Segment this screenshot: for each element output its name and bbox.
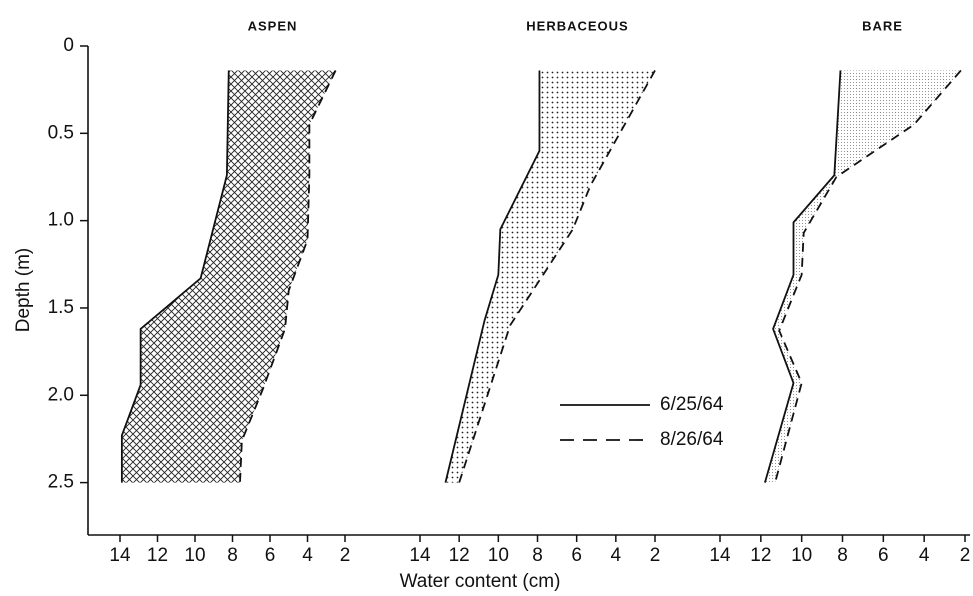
x-tick-label: 14 bbox=[709, 545, 731, 566]
shaded-area bbox=[445, 70, 655, 483]
water-content-line bbox=[239, 70, 337, 483]
panel-title: ASPEN bbox=[248, 18, 298, 33]
x-tick-label: 6 bbox=[265, 545, 276, 566]
x-tick-label: 14 bbox=[109, 545, 131, 566]
water-content-line bbox=[120, 70, 230, 483]
water-content-line bbox=[774, 69, 962, 483]
water-content-line bbox=[444, 70, 541, 483]
x-tick-label: 6 bbox=[878, 545, 889, 566]
y-tick-label: 2.0 bbox=[48, 384, 74, 405]
x-tick-label: 12 bbox=[449, 545, 470, 566]
legend-label: 6/25/64 bbox=[660, 394, 724, 415]
panel-title: HERBACEOUS bbox=[526, 18, 628, 33]
x-tick-label: 4 bbox=[919, 545, 930, 566]
x-tick-label: 12 bbox=[147, 545, 168, 566]
x-tick-label: 8 bbox=[532, 545, 543, 566]
x-tick-label: 8 bbox=[837, 545, 848, 566]
water-content-line bbox=[458, 70, 656, 483]
y-tick-label: 2.5 bbox=[48, 472, 74, 493]
x-tick-label: 4 bbox=[611, 545, 622, 566]
x-tick-label: 8 bbox=[227, 545, 238, 566]
water-content-line bbox=[764, 70, 842, 483]
panel-title: BARE bbox=[862, 18, 903, 33]
shaded-area bbox=[121, 70, 336, 483]
x-tick-label: 14 bbox=[409, 545, 431, 566]
x-tick-label: 10 bbox=[791, 545, 812, 566]
y-axis-label: Depth (m) bbox=[13, 248, 34, 332]
x-tick-label: 10 bbox=[488, 545, 509, 566]
legend-label: 8/26/64 bbox=[660, 429, 724, 450]
y-tick-label: 0 bbox=[63, 35, 74, 56]
x-tick-label: 4 bbox=[302, 545, 313, 566]
x-tick-label: 12 bbox=[750, 545, 771, 566]
x-axis-label: Water content (cm) bbox=[400, 571, 561, 592]
x-tick-label: 2 bbox=[650, 545, 661, 566]
x-tick-label: 6 bbox=[571, 545, 582, 566]
y-tick-label: 1.5 bbox=[48, 297, 74, 318]
y-tick-label: 1.0 bbox=[48, 210, 74, 231]
x-tick-label: 10 bbox=[184, 545, 205, 566]
x-tick-label: 2 bbox=[340, 545, 351, 566]
shaded-area bbox=[764, 70, 961, 483]
x-tick-label: 2 bbox=[960, 545, 971, 566]
y-tick-label: 0.5 bbox=[48, 122, 74, 143]
